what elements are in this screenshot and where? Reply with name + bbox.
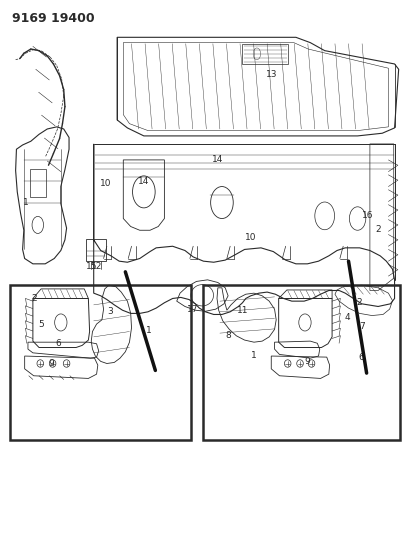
Text: 2: 2	[375, 225, 381, 233]
Bar	[86, 239, 106, 261]
Text: 5: 5	[38, 320, 44, 328]
Text: 14: 14	[138, 177, 150, 185]
Text: 14: 14	[212, 156, 224, 164]
Text: 2: 2	[357, 298, 363, 307]
Bar	[242, 44, 288, 64]
Text: 17: 17	[187, 305, 198, 313]
Text: 1: 1	[146, 326, 152, 335]
Text: 7: 7	[360, 322, 365, 330]
Text: 15: 15	[85, 262, 97, 271]
Text: 12: 12	[91, 262, 102, 271]
Text: 9: 9	[305, 357, 310, 366]
Text: 16: 16	[362, 212, 374, 220]
Text: 11: 11	[237, 306, 248, 314]
Text: 3: 3	[107, 308, 113, 316]
Text: 10: 10	[245, 233, 256, 241]
Text: 6: 6	[358, 353, 364, 361]
Bar	[203, 285, 400, 440]
Text: 1: 1	[251, 351, 257, 360]
Text: 10: 10	[100, 180, 112, 188]
Text: 4: 4	[344, 313, 350, 321]
Text: 2: 2	[31, 294, 37, 303]
Text: 1: 1	[23, 198, 28, 207]
Text: 9: 9	[48, 359, 54, 368]
Text: 9169 19400: 9169 19400	[12, 12, 95, 25]
Text: 8: 8	[226, 332, 231, 340]
Text: 13: 13	[266, 70, 277, 79]
Bar	[10, 285, 191, 440]
Bar	[30, 169, 46, 197]
Text: 6: 6	[55, 340, 61, 348]
